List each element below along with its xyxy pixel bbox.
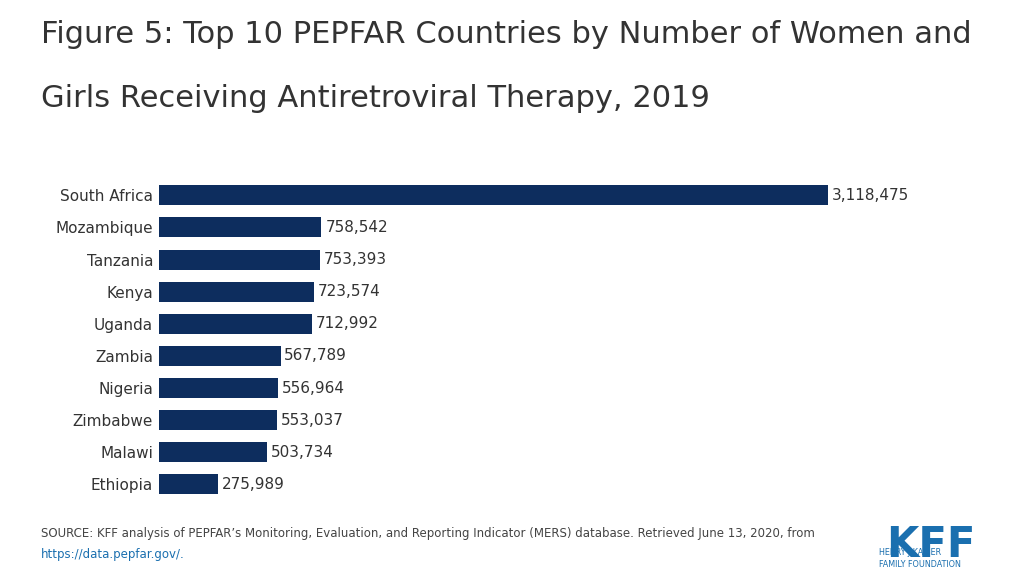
Text: 758,542: 758,542 xyxy=(326,220,388,235)
Text: 567,789: 567,789 xyxy=(285,348,347,363)
Text: Girls Receiving Antiretroviral Therapy, 2019: Girls Receiving Antiretroviral Therapy, … xyxy=(41,84,710,112)
Text: Figure 5: Top 10 PEPFAR Countries by Number of Women and: Figure 5: Top 10 PEPFAR Countries by Num… xyxy=(41,20,972,49)
Text: 556,964: 556,964 xyxy=(282,381,345,396)
Text: 3,118,475: 3,118,475 xyxy=(831,188,908,203)
Bar xyxy=(159,475,218,494)
Text: 753,393: 753,393 xyxy=(325,252,387,267)
Text: 503,734: 503,734 xyxy=(270,445,334,460)
Text: https://data.pepfar.gov/.: https://data.pepfar.gov/. xyxy=(41,548,184,562)
Text: 275,989: 275,989 xyxy=(222,477,285,492)
Text: 723,574: 723,574 xyxy=(317,284,381,299)
Bar xyxy=(159,378,279,398)
Bar xyxy=(159,442,267,462)
Bar xyxy=(159,218,322,237)
Text: KFF: KFF xyxy=(886,524,975,566)
Bar xyxy=(159,410,278,430)
Text: 712,992: 712,992 xyxy=(315,316,379,331)
Text: HENRY J KAISER
FAMILY FOUNDATION: HENRY J KAISER FAMILY FOUNDATION xyxy=(879,548,961,569)
Bar xyxy=(159,185,827,205)
Bar xyxy=(159,282,314,302)
Bar xyxy=(159,249,321,270)
Text: 553,037: 553,037 xyxy=(282,412,344,427)
Bar xyxy=(159,314,311,334)
Bar xyxy=(159,346,281,366)
Text: SOURCE: KFF analysis of PEPFAR’s Monitoring, Evaluation, and Reporting Indicator: SOURCE: KFF analysis of PEPFAR’s Monitor… xyxy=(41,527,815,540)
